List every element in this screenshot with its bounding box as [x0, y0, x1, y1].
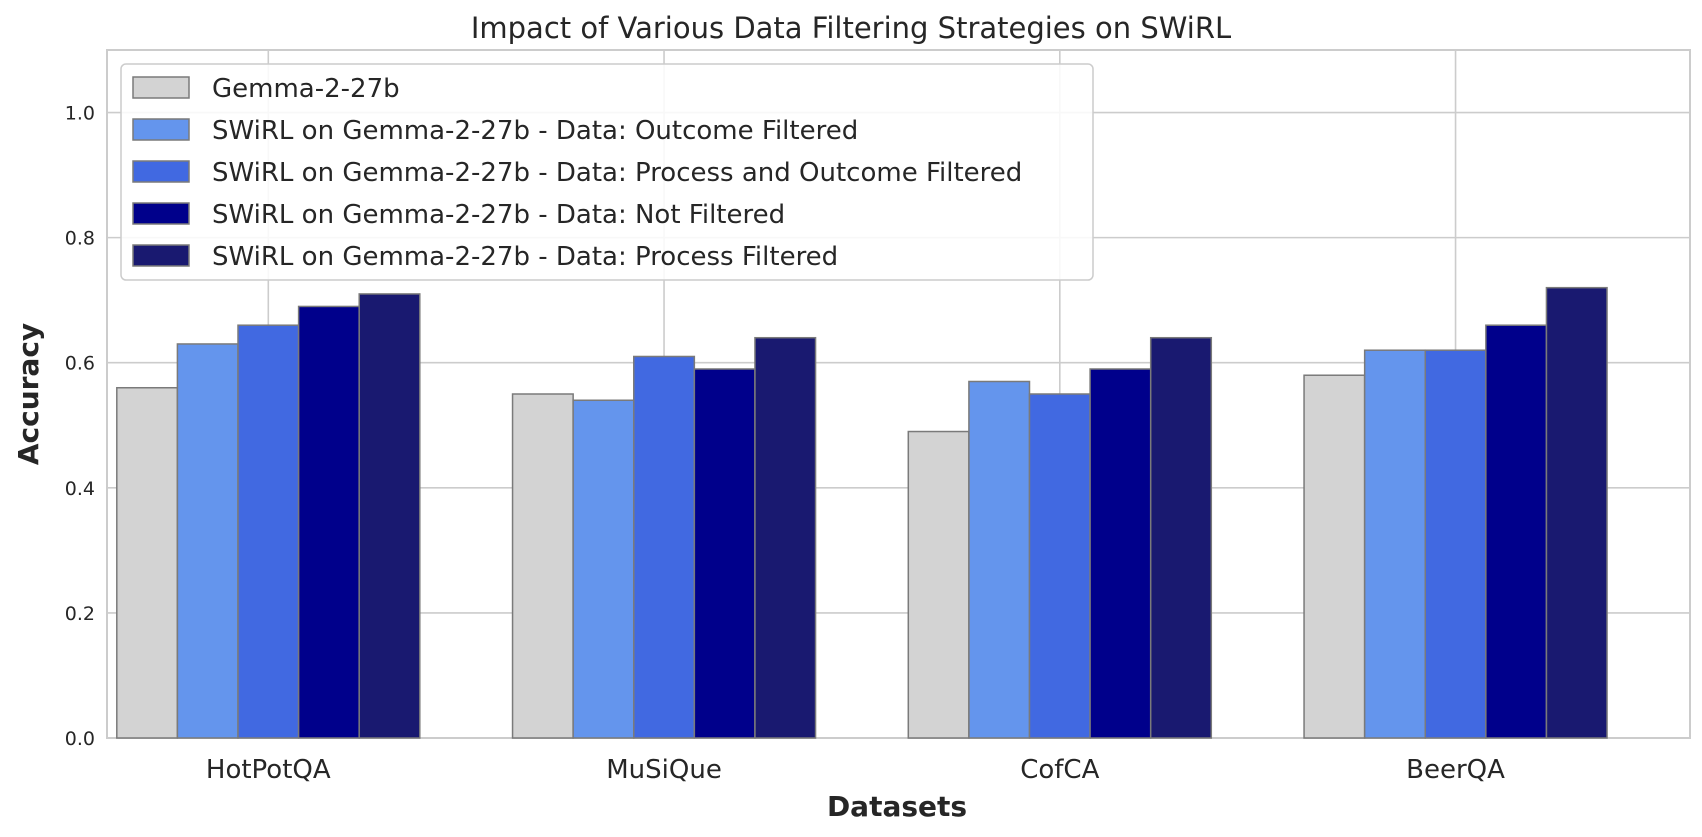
bar-beerqa-series-1: [1303, 374, 1366, 739]
y-tick-label: 1.0: [65, 103, 95, 125]
bar-musique-series-5: [754, 336, 817, 739]
bar-musique-series-4: [693, 368, 756, 739]
bar-cofca-series-4: [1089, 368, 1152, 739]
y-axis-ticks: 0.0 0.2 0.4 0.6 0.8 1.0: [65, 103, 95, 750]
x-tick-label: CofCA: [1020, 755, 1099, 785]
legend-swatch: [132, 160, 190, 183]
y-tick-label: 0.4: [65, 478, 95, 500]
bar-cofca-series-1: [907, 430, 970, 739]
legend-label: SWiRL on Gemma-2-27b - Data: Outcome Fil…: [212, 116, 858, 146]
x-tick-label: HotPotQA: [206, 755, 331, 785]
legend-label: SWiRL on Gemma-2-27b - Data: Process Fil…: [212, 242, 838, 272]
y-tick-label: 0.0: [65, 728, 95, 750]
bar-beerqa-series-5: [1545, 286, 1608, 739]
bar-cofca-series-3: [1028, 393, 1091, 739]
y-tick-label: 0.8: [65, 228, 95, 250]
legend-label: SWiRL on Gemma-2-27b - Data: Process and…: [212, 158, 1022, 188]
y-tick-label: 0.2: [65, 603, 95, 625]
bar-beerqa-series-2: [1363, 349, 1427, 739]
bar-musique-series-1: [511, 393, 574, 739]
legend-swatch: [132, 244, 190, 267]
bar-beerqa-series-3: [1424, 349, 1487, 739]
bar-cofca-series-5: [1149, 336, 1213, 739]
y-axis-title: Accuracy: [12, 323, 45, 465]
x-tick-label: MuSiQue: [606, 755, 722, 785]
bar-hotpotqa-series-3: [237, 324, 300, 739]
legend-label: SWiRL on Gemma-2-27b - Data: Not Filtere…: [212, 200, 785, 230]
x-tick-label: BeerQA: [1406, 755, 1505, 785]
bar-cofca-series-2: [968, 380, 1031, 739]
bar-hotpotqa-series-5: [358, 293, 421, 739]
legend-swatch: [132, 118, 190, 141]
legend-box: [120, 63, 1094, 281]
legend-label: Gemma-2-27b: [212, 74, 400, 104]
bar-hotpotqa-series-2: [176, 343, 239, 739]
bars: [116, 286, 1608, 739]
bar-hotpotqa-series-1: [116, 386, 179, 739]
legend-swatch: [132, 76, 190, 99]
bar-musique-series-2: [572, 399, 635, 739]
chart-title: Impact of Various Data Filtering Strateg…: [471, 11, 1231, 45]
x-axis-ticks: HotPotQA MuSiQue CofCA BeerQA: [206, 755, 1505, 785]
y-tick-label: 0.6: [65, 353, 95, 375]
plot-frame: [106, 49, 1691, 739]
bar-beerqa-series-4: [1485, 324, 1548, 739]
legend-swatch: [132, 202, 190, 225]
bar-musique-series-3: [633, 355, 696, 739]
bar-hotpotqa-series-4: [297, 305, 360, 739]
legend: Gemma-2-27b SWiRL on Gemma-2-27b - Data: …: [120, 63, 1094, 281]
x-axis-title: Datasets: [827, 790, 967, 823]
